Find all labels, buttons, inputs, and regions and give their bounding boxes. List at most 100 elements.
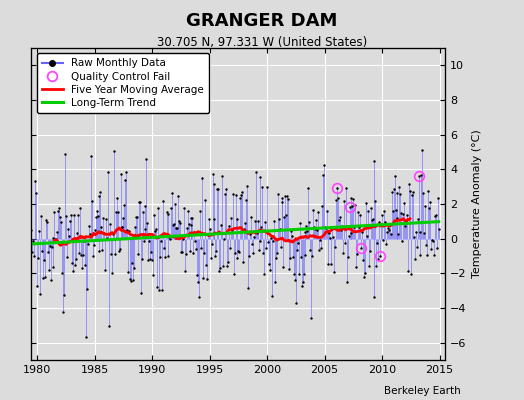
Point — [180, 205, 188, 211]
Point — [116, 171, 125, 177]
Point — [329, 234, 337, 240]
Point — [100, 230, 108, 236]
Y-axis label: Temperature Anomaly (°C): Temperature Anomaly (°C) — [472, 130, 482, 278]
Point — [406, 188, 414, 194]
Point — [433, 244, 441, 251]
Point — [305, 219, 313, 225]
Point — [360, 274, 368, 280]
Point — [348, 203, 357, 210]
Point — [157, 237, 165, 244]
Point — [187, 215, 195, 222]
Point — [120, 202, 128, 208]
Point — [313, 227, 321, 233]
Point — [372, 263, 380, 269]
Point — [304, 185, 312, 191]
Point — [46, 242, 54, 249]
Point — [86, 153, 95, 160]
Point — [420, 230, 429, 236]
Point — [422, 242, 430, 248]
Point — [337, 223, 346, 229]
Point — [41, 274, 49, 280]
Point — [111, 251, 119, 257]
Point — [263, 184, 271, 190]
Point — [59, 308, 67, 315]
Point — [375, 219, 384, 226]
Point — [414, 172, 423, 179]
Point — [169, 222, 178, 228]
Point — [366, 248, 374, 254]
Point — [382, 240, 390, 247]
Point — [210, 216, 219, 222]
Point — [327, 260, 335, 267]
Point — [205, 226, 214, 232]
Point — [323, 229, 332, 235]
Point — [337, 227, 345, 234]
Point — [312, 217, 320, 223]
Point — [412, 244, 421, 250]
Point — [341, 240, 349, 246]
Point — [274, 191, 282, 197]
Point — [170, 221, 178, 227]
Point — [397, 210, 406, 216]
Point — [196, 208, 204, 214]
Point — [413, 216, 422, 222]
Point — [163, 211, 172, 217]
Point — [53, 229, 61, 236]
Point — [421, 203, 430, 210]
Point — [388, 189, 396, 195]
Point — [40, 256, 48, 263]
Text: 30.705 N, 97.331 W (United States): 30.705 N, 97.331 W (United States) — [157, 36, 367, 49]
Point — [366, 205, 375, 212]
Point — [75, 250, 83, 256]
Point — [373, 240, 381, 247]
Text: Berkeley Earth: Berkeley Earth — [385, 386, 461, 396]
Point — [189, 250, 198, 256]
Point — [298, 283, 306, 289]
Point — [118, 224, 127, 230]
Point — [282, 212, 290, 218]
Point — [57, 218, 66, 225]
Point — [129, 277, 137, 283]
Point — [262, 245, 270, 252]
Point — [299, 279, 307, 285]
Point — [383, 229, 391, 236]
Point — [79, 252, 88, 258]
Point — [98, 246, 106, 253]
Point — [248, 241, 256, 247]
Point — [190, 230, 199, 236]
Point — [84, 241, 92, 248]
Point — [340, 198, 348, 204]
Point — [197, 244, 205, 251]
Point — [244, 285, 252, 291]
Point — [137, 256, 146, 263]
Point — [224, 259, 232, 266]
Point — [227, 227, 236, 233]
Point — [293, 240, 302, 246]
Point — [238, 188, 246, 195]
Point — [165, 253, 173, 259]
Point — [374, 256, 383, 262]
Point — [243, 182, 251, 189]
Point — [58, 269, 67, 276]
Point — [112, 209, 120, 216]
Point — [387, 231, 395, 238]
Point — [325, 230, 334, 236]
Point — [270, 278, 279, 285]
Point — [39, 275, 47, 282]
Point — [356, 212, 364, 218]
Point — [281, 193, 290, 199]
Point — [191, 238, 200, 244]
Point — [176, 220, 184, 226]
Point — [257, 224, 266, 230]
Point — [377, 220, 385, 227]
Point — [67, 212, 75, 218]
Point — [331, 244, 340, 250]
Point — [315, 246, 323, 253]
Point — [343, 254, 352, 260]
Point — [429, 238, 437, 244]
Point — [398, 238, 407, 244]
Point — [126, 276, 134, 283]
Point — [233, 216, 242, 222]
Point — [404, 268, 412, 274]
Point — [203, 232, 212, 238]
